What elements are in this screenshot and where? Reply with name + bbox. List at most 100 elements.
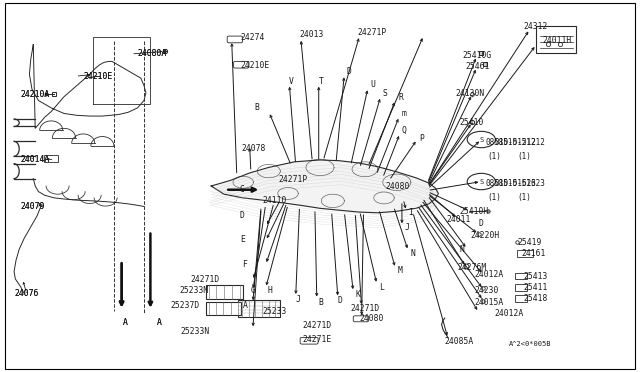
Text: 24013: 24013 xyxy=(300,30,324,39)
Text: N: N xyxy=(411,249,416,258)
Text: 24012A: 24012A xyxy=(494,309,524,318)
Text: 24230: 24230 xyxy=(475,286,499,295)
Text: D: D xyxy=(338,296,343,305)
Text: 24210E: 24210E xyxy=(240,61,269,70)
Text: S: S xyxy=(479,179,483,185)
Text: S: S xyxy=(479,137,483,142)
Text: F: F xyxy=(242,260,247,269)
Bar xyxy=(515,284,527,291)
Text: 25411: 25411 xyxy=(524,283,548,292)
Text: 24080: 24080 xyxy=(385,182,410,191)
Text: 25461: 25461 xyxy=(466,62,490,71)
Text: N: N xyxy=(460,246,465,254)
Text: 25410G: 25410G xyxy=(462,51,492,60)
Text: A^2<0*005B: A^2<0*005B xyxy=(509,341,551,347)
Text: E: E xyxy=(240,235,245,244)
Bar xyxy=(44,155,58,162)
Text: U: U xyxy=(370,80,375,89)
Text: 24271D: 24271D xyxy=(351,304,380,312)
Text: K: K xyxy=(355,290,360,299)
Text: 24210E: 24210E xyxy=(83,72,113,81)
Text: (1): (1) xyxy=(517,193,531,202)
Text: p: p xyxy=(419,132,424,141)
Bar xyxy=(517,250,533,257)
FancyBboxPatch shape xyxy=(300,337,318,344)
Text: 24271P: 24271P xyxy=(278,175,308,184)
Text: (1): (1) xyxy=(517,153,531,161)
Text: 24210A: 24210A xyxy=(20,90,50,99)
Text: 24079: 24079 xyxy=(20,202,45,211)
Bar xyxy=(206,285,243,299)
Text: 24271D: 24271D xyxy=(302,321,332,330)
Text: B: B xyxy=(255,103,260,112)
Text: Q: Q xyxy=(402,126,407,135)
Polygon shape xyxy=(211,160,438,213)
Text: 25418: 25418 xyxy=(524,294,548,303)
Text: 24271P: 24271P xyxy=(357,28,387,37)
Text: 24276M: 24276M xyxy=(458,263,487,272)
Text: 24014A: 24014A xyxy=(20,155,50,164)
Text: 24011: 24011 xyxy=(447,215,471,224)
Text: 24080A: 24080A xyxy=(138,49,167,58)
Text: A: A xyxy=(123,318,128,327)
Text: G: G xyxy=(251,286,256,295)
Bar xyxy=(238,300,280,317)
Text: J: J xyxy=(404,223,410,232)
Text: J: J xyxy=(296,295,301,304)
Text: 25413: 25413 xyxy=(524,272,548,280)
Text: S: S xyxy=(383,89,388,98)
Bar xyxy=(536,26,576,53)
Text: A: A xyxy=(243,301,248,310)
Text: D: D xyxy=(347,67,352,76)
Text: m: m xyxy=(402,109,407,118)
Text: L: L xyxy=(379,283,384,292)
Text: 24110: 24110 xyxy=(262,196,287,205)
Text: 25233N: 25233N xyxy=(180,327,210,336)
Text: 24012A: 24012A xyxy=(475,270,504,279)
Text: 08510-51623: 08510-51623 xyxy=(485,179,536,187)
Text: 24130N: 24130N xyxy=(456,89,485,98)
Text: 24085A: 24085A xyxy=(445,337,474,346)
Text: (1): (1) xyxy=(488,153,502,161)
Text: 24220H: 24220H xyxy=(470,231,500,240)
Text: D: D xyxy=(479,219,484,228)
Text: 25419: 25419 xyxy=(517,238,541,247)
Text: 24080: 24080 xyxy=(360,314,384,323)
Text: B: B xyxy=(319,298,324,307)
Bar xyxy=(206,302,241,315)
Bar xyxy=(515,295,527,302)
FancyBboxPatch shape xyxy=(227,36,243,43)
Text: D: D xyxy=(240,211,245,219)
Text: 24015A: 24015A xyxy=(475,298,504,307)
Text: R: R xyxy=(398,93,403,102)
Text: 24161: 24161 xyxy=(522,249,546,258)
FancyBboxPatch shape xyxy=(234,61,249,68)
Text: M: M xyxy=(398,266,403,275)
Text: I: I xyxy=(408,208,413,217)
Text: 24271D: 24271D xyxy=(191,275,220,283)
Text: T: T xyxy=(319,77,324,86)
Text: V: V xyxy=(289,77,294,86)
FancyBboxPatch shape xyxy=(353,316,369,322)
Text: 25237D: 25237D xyxy=(171,301,200,310)
Text: 25410: 25410 xyxy=(460,118,484,126)
Text: 24312: 24312 xyxy=(524,22,548,31)
Text: 24079: 24079 xyxy=(20,202,45,211)
Text: 24080A: 24080A xyxy=(138,49,167,58)
Text: H: H xyxy=(268,286,273,295)
Text: 24210A: 24210A xyxy=(20,90,50,99)
Text: A: A xyxy=(157,318,162,327)
Text: 25233M: 25233M xyxy=(179,286,209,295)
Text: C: C xyxy=(240,185,245,194)
Text: 24011H: 24011H xyxy=(543,36,572,45)
Text: 08510-51212: 08510-51212 xyxy=(485,138,536,147)
Text: 24076: 24076 xyxy=(14,289,38,298)
Text: 24078: 24078 xyxy=(242,144,266,153)
Text: A: A xyxy=(157,318,162,327)
Text: 24274: 24274 xyxy=(240,33,264,42)
Text: 24076: 24076 xyxy=(14,289,38,298)
Text: 25233: 25233 xyxy=(262,307,287,316)
Bar xyxy=(515,273,527,279)
Text: 08510-51623: 08510-51623 xyxy=(494,179,545,187)
Text: 25410H: 25410H xyxy=(460,207,489,216)
